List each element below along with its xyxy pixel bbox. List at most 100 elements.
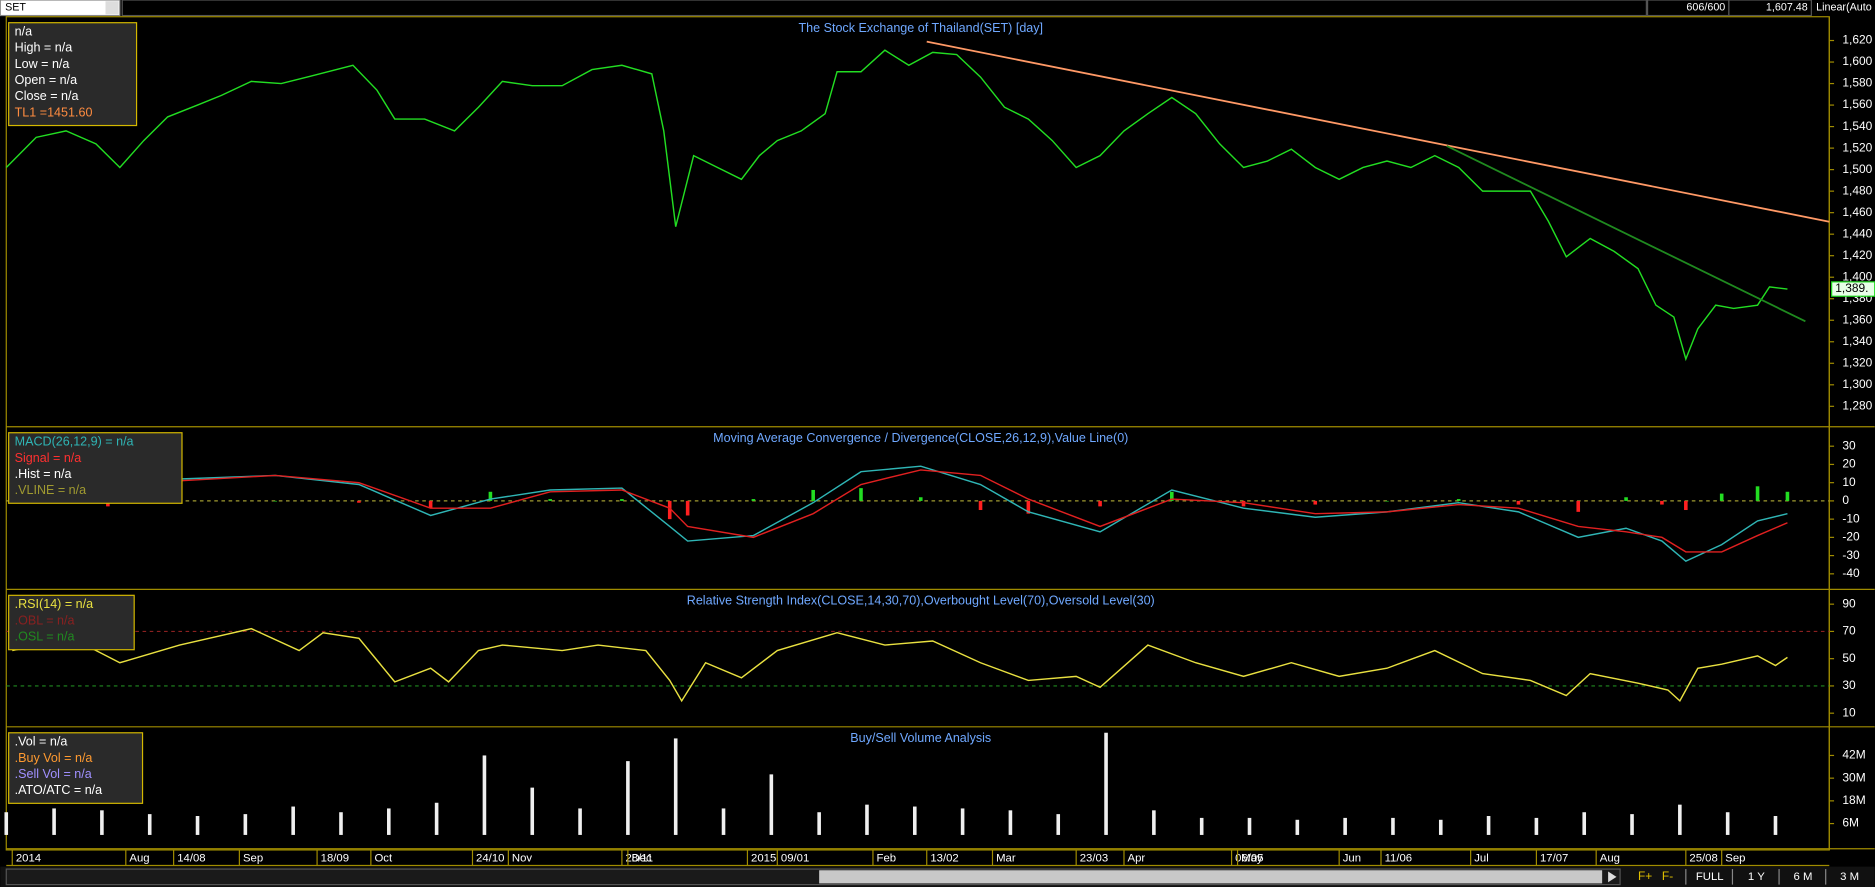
bar [1295,819,1300,835]
trendline [926,40,1830,223]
scroll-arrow[interactable] [1608,871,1617,883]
bar [620,499,624,501]
series-line [5,49,1788,362]
y-tick-label: 1,600 [1842,54,1872,68]
legend-entry: Low = n/a [15,57,70,71]
y-tick-label: 30 [1842,438,1856,452]
range-button[interactable]: 1 Y [1748,871,1765,883]
y-tick-label: 42M [1842,748,1865,762]
y-tick-label: 1,480 [1842,183,1872,197]
x-tick-label: 13/02 [930,852,958,864]
x-tick-label: Mar [996,852,1016,864]
panel-title: Buy/Sell Volume Analysis [850,731,991,745]
bar [1660,500,1664,505]
bar [751,499,756,501]
y-tick-label: -30 [1842,548,1860,562]
y-tick-label: -20 [1842,530,1860,544]
symbol-box[interactable] [0,0,121,17]
bar [918,497,923,501]
range-button[interactable]: 6 M [1794,871,1813,883]
x-tick-label: 09/01 [781,852,809,864]
y-tick-label: 90 [1842,596,1856,610]
y-tick-label: 30 [1842,678,1856,692]
bar [195,816,200,835]
dropdown[interactable] [105,1,119,15]
x-tick-label: Sep [1725,852,1745,864]
bar [243,814,248,835]
x-tick-label: Feb [877,852,897,864]
x-tick-label: 11/06 [1385,852,1413,864]
bar [1486,816,1491,835]
bar [1385,500,1389,502]
bar [1725,812,1730,835]
bar [912,806,917,835]
bar [1438,819,1443,835]
bar [1773,816,1778,835]
zoom-out-icon[interactable]: F- [1662,869,1673,883]
bar [1008,810,1013,835]
legend-entry: .RSI(14) = n/a [15,597,93,611]
scale-mode[interactable]: Linear(Auto [1816,2,1872,14]
legend-entry: High = n/a [15,41,73,55]
bar [667,500,672,520]
scroll-thumb[interactable] [819,870,1603,884]
x-tick-label: Jun [1343,852,1361,864]
bar [147,814,152,835]
y-tick-label: 1,420 [1842,248,1872,262]
bar [1534,817,1539,835]
y-tick-label: 10 [1842,475,1856,489]
bar [978,500,983,511]
x-tick-label: Dec [631,852,652,864]
x-tick-label: Nov [512,852,533,864]
y-tick-label: 1,580 [1842,76,1872,90]
legend-box [8,432,183,504]
legend-entry: n/a [15,25,32,39]
bar [428,500,433,509]
toolbar-field [121,0,1647,17]
legend-box [8,594,135,651]
y-tick-label: 20 [1842,457,1856,471]
bar [52,808,56,835]
bar [817,812,821,835]
bar [1755,486,1760,501]
series-line [107,465,1788,562]
bar [1026,500,1031,514]
bar [1630,814,1634,835]
y-tick-label: 1,540 [1842,119,1872,133]
last-box [1728,0,1812,17]
y-tick-label: 6M [1842,816,1859,830]
legend-box [8,732,144,804]
y-tick-label: 1,280 [1842,398,1872,412]
range-button[interactable]: FULL [1696,871,1724,883]
symbol: SET [5,2,26,14]
bar [1170,491,1174,501]
y-tick-label: 1,500 [1842,162,1872,176]
bar [811,489,815,501]
y-tick-label: 1,320 [1842,355,1872,369]
x-tick-label: 2014 [16,852,41,864]
x-tick-label: 28/11 [625,852,653,864]
last-price: 1,607.48 [1766,2,1808,14]
bar [721,808,726,835]
x-tick-label: 17/07 [1540,852,1568,864]
x-tick-label: 2015 [751,852,776,864]
x-tick-label: Aug [1600,852,1620,864]
legend-entry: MACD(26,12,9) = n/a [15,435,134,449]
count: 606/600 [1686,2,1725,14]
legend-entry: .Buy Vol = n/a [15,751,93,765]
bar [673,738,678,835]
x-tick-label: Aug [129,852,149,864]
bar [339,812,343,835]
range-button[interactable]: 3 M [1840,871,1859,883]
legend-entry: .OBL = n/a [15,613,75,627]
bar [1719,493,1724,501]
bar [685,500,690,516]
legend-entry: .OSL = n/a [15,629,75,643]
x-tick-label: 14/08 [177,852,205,864]
x-tick-label: Sep [243,852,263,864]
y-tick-label: -40 [1842,566,1860,580]
legend-entry: .ATO/ATC = n/a [15,783,103,797]
zoom-in-icon[interactable]: F+ [1638,869,1652,883]
